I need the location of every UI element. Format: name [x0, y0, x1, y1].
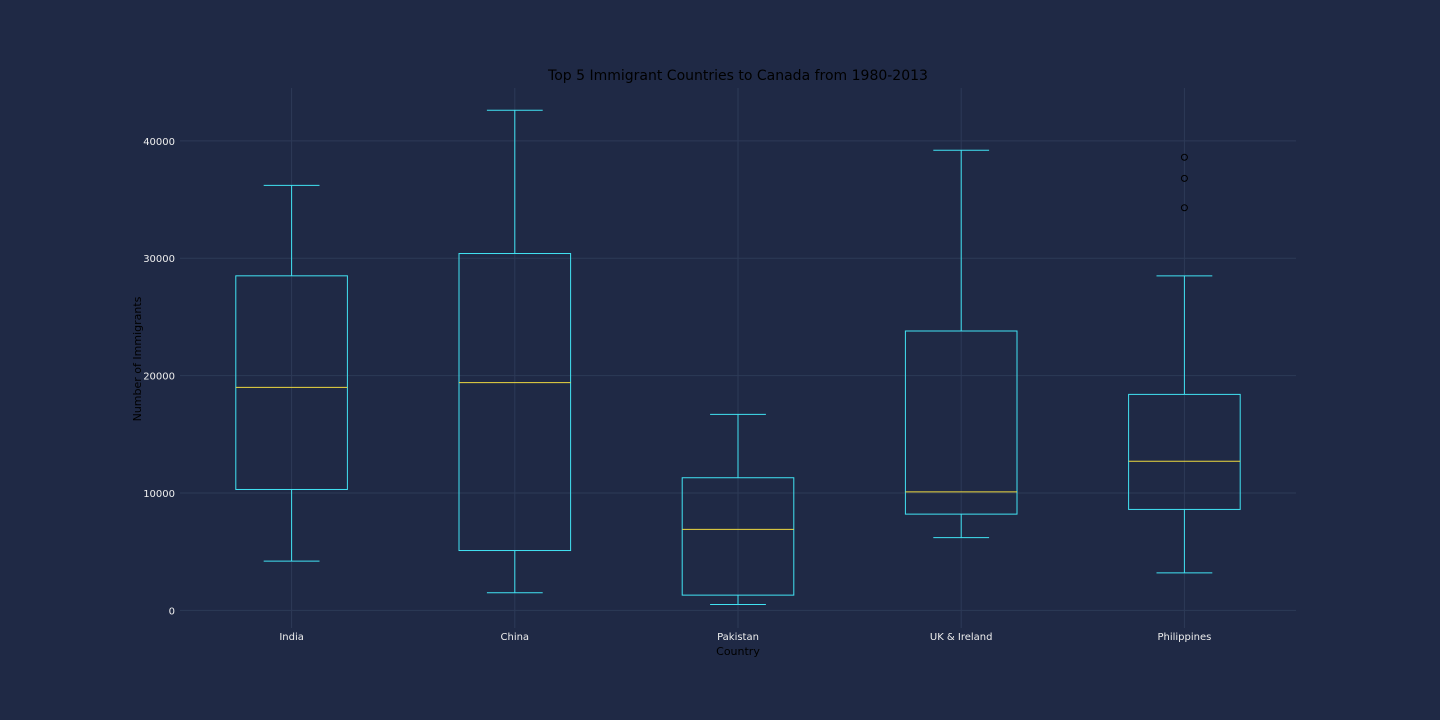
box-india [235, 184, 348, 562]
y-tick-label: 30000 [143, 254, 175, 265]
box-layer [235, 109, 1241, 606]
iqr-box [1128, 393, 1241, 510]
x-tick-label: Pakistan [717, 632, 759, 643]
outlier-point [1180, 174, 1188, 182]
x-tick-label: China [501, 632, 530, 643]
x-tick-label: Philippines [1157, 632, 1211, 643]
y-tick-label: 10000 [143, 489, 175, 500]
y-tick-label: 20000 [143, 372, 175, 383]
iqr-box [681, 477, 795, 596]
chart-title: Top 5 Immigrant Countries to Canada from… [547, 68, 928, 84]
outlier-point [1180, 153, 1188, 161]
y-tick-label: 40000 [143, 137, 175, 148]
outlier-point [1180, 204, 1188, 212]
x-axis-label: Country [716, 645, 760, 658]
y-axis-label: Number of Immigrants [131, 296, 144, 421]
box-pakistan [681, 413, 795, 606]
iqr-box [235, 275, 348, 490]
y-tick-label: 0 [169, 606, 175, 617]
x-tick-label: India [279, 632, 304, 643]
x-tick-label: UK & Ireland [930, 632, 993, 643]
iqr-box [904, 330, 1018, 515]
tick-layer: 0 10000 20000 30000 40000 India China Pakistan U… [143, 137, 1211, 643]
box-china [458, 109, 572, 594]
box-philippines [1128, 153, 1241, 574]
box-uk-ireland [904, 149, 1018, 539]
iqr-box [458, 253, 572, 552]
